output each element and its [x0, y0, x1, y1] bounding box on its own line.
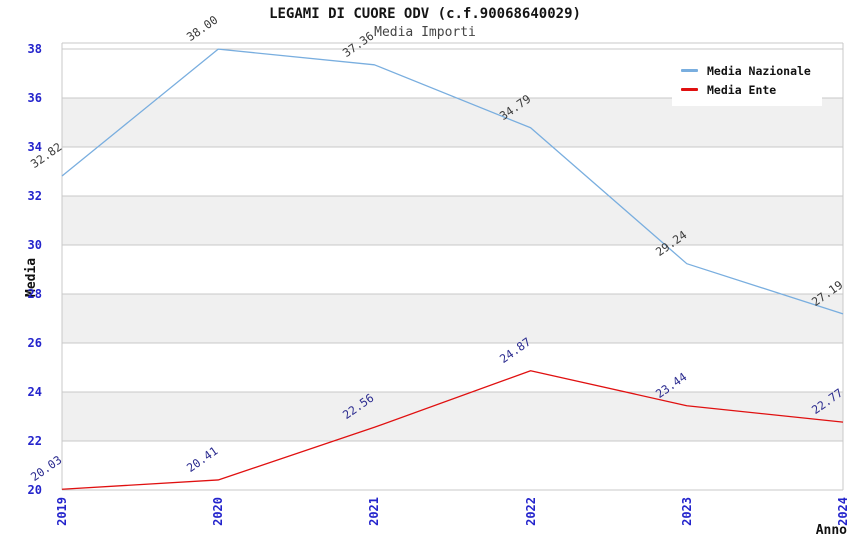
y-tick-label: 20	[27, 483, 42, 497]
y-tick-label: 24	[27, 385, 42, 400]
y-tick-label: 38	[27, 42, 42, 57]
y-tick-label: 28	[27, 287, 42, 302]
x-tick-label: 2020	[211, 497, 226, 526]
plot-band	[62, 196, 843, 246]
x-tick-label: 2023	[679, 497, 694, 526]
x-axis-label: Anno	[815, 523, 847, 538]
y-tick-label: 26	[27, 336, 42, 351]
series-line-media-nazionale	[61, 48, 844, 315]
legend: Media Nazionale Media Ente	[672, 54, 822, 106]
plot-band	[62, 98, 843, 148]
y-tick-label: 36	[27, 91, 42, 106]
chart-title: LEGAMI DI CUORE ODV (c.f.90068640029)	[269, 6, 581, 22]
legend-item-media-nazionale: Media Nazionale	[681, 61, 811, 80]
line-swatch-media-nazionale	[681, 69, 698, 72]
plot-band	[62, 392, 843, 442]
plot-band	[62, 294, 843, 344]
legend-label: Media Ente	[707, 82, 777, 97]
y-tick-label: 30	[27, 238, 42, 253]
x-tick-label: 2019	[55, 497, 69, 526]
legend-label: Media Nazionale	[707, 63, 811, 78]
y-tick-label: 22	[27, 434, 42, 448]
x-tick-label: 2024	[836, 497, 850, 526]
legend-item-media-ente: Media Ente	[681, 80, 811, 99]
line-swatch-media-ente	[681, 88, 698, 91]
chart-subtitle: Media Importi	[374, 25, 476, 40]
series-line-media-ente	[61, 370, 844, 490]
x-tick-label: 2022	[523, 497, 538, 526]
y-tick-label: 32	[27, 189, 42, 204]
y-tick-label: 34	[27, 140, 42, 155]
x-tick-label: 2021	[367, 497, 382, 526]
